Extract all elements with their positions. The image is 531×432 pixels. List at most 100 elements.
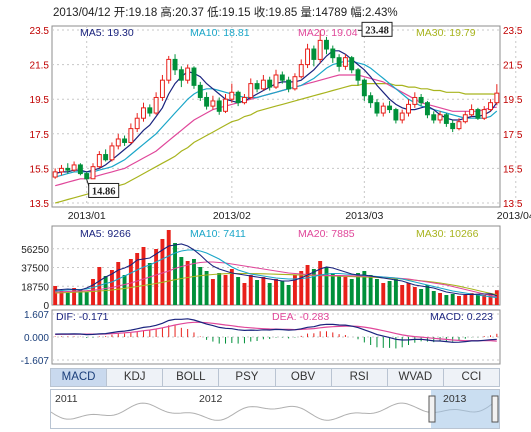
volume-legend-3: MA30: 10266 (416, 228, 479, 240)
volume-legend-1: MA10: 7411 (190, 228, 246, 240)
volume-bar (192, 259, 196, 305)
tab-cci[interactable]: CCI (461, 371, 482, 383)
candle-up (71, 164, 77, 171)
candle-down (424, 102, 430, 116)
price-x-tick: 2013/04 (497, 210, 531, 222)
tab-boll[interactable]: BOLL (163, 369, 220, 386)
volume-bar (343, 277, 348, 305)
price-y-tick-left: 19.5 (30, 95, 50, 106)
candle-up (488, 102, 493, 111)
volume-ma5-line (55, 243, 497, 297)
volume-bar (356, 273, 360, 305)
candle-down (336, 57, 342, 67)
tab-kdj[interactable]: KDJ (107, 369, 164, 386)
volume-bar (217, 273, 222, 305)
volume-bar (412, 287, 417, 305)
candle-down (103, 154, 109, 161)
candle-up (153, 96, 159, 114)
volume-bar (419, 289, 424, 305)
volume-bar (166, 230, 171, 305)
volume-bar (330, 273, 335, 305)
candle-up (412, 96, 418, 105)
macd-y-tick: 1.607 (24, 310, 49, 321)
candle-down (147, 107, 153, 114)
candle-up (305, 48, 311, 66)
volume-bar (261, 277, 266, 305)
candle-up (437, 114, 443, 121)
volume-bar (494, 290, 499, 305)
volume-bar (160, 239, 165, 305)
candle-down (235, 91, 241, 104)
annotation-box (88, 182, 120, 198)
navigator-selection (431, 390, 499, 428)
tab-psy[interactable]: PSY (219, 369, 276, 386)
candle-up (59, 167, 64, 173)
volume-bar (229, 269, 234, 305)
candle-up (260, 79, 266, 90)
volume-bar (425, 285, 430, 305)
volume-bar (179, 257, 184, 305)
price-legend-3: MA30: 19.79 (416, 27, 476, 39)
volume-bar (305, 265, 310, 305)
volume-bar (337, 275, 342, 305)
volume-ma20-line (55, 261, 497, 298)
candle-down (84, 173, 90, 180)
volume-bar (84, 292, 89, 305)
candle-down (172, 58, 178, 71)
candle-down (387, 105, 393, 111)
volume-bar (267, 283, 272, 305)
price-ma30-line (55, 82, 497, 204)
price-legend-0: MA5: 19.30 (80, 27, 134, 39)
candle-down (279, 74, 285, 81)
candle-up (166, 58, 172, 81)
volume-bar (450, 294, 455, 305)
volume-bar (210, 279, 215, 305)
volume-bar (65, 293, 70, 305)
candle-down (178, 69, 184, 81)
candle-down (443, 114, 449, 124)
volume-bar (488, 293, 493, 305)
price-x-tick: 2013/02 (213, 210, 251, 222)
candle-up (481, 109, 487, 119)
candle-up (223, 98, 228, 112)
candle-up (298, 64, 304, 78)
volume-bar (236, 277, 241, 305)
tab-rsi[interactable]: RSI (332, 369, 388, 386)
price-x-tick: 2013/01 (68, 210, 106, 222)
volume-bar (438, 293, 443, 305)
volume-bar (198, 267, 203, 305)
tab-macd[interactable]: MACD (51, 369, 108, 386)
macd-dif-line (55, 318, 497, 343)
tab-obv[interactable]: OBV (276, 369, 332, 386)
volume-bar (141, 247, 146, 305)
candle-down (122, 138, 128, 143)
volume-bar (78, 290, 83, 305)
time-navigator[interactable]: 2011 2012 2013 (50, 389, 500, 429)
candle-down (77, 164, 83, 175)
candle-up (185, 67, 191, 81)
tab-wvad[interactable]: WVAD (388, 369, 444, 386)
volume-bar (457, 296, 461, 305)
candle-up (159, 79, 165, 98)
volume-bar (255, 280, 260, 305)
volume-bar (59, 291, 64, 305)
candle-up (141, 107, 146, 119)
navigator-year-label: 2012 (199, 393, 223, 405)
candle-up (317, 39, 323, 60)
price-y-tick-left: 21.5 (30, 61, 50, 72)
price-y-tick-left: 23.5 (30, 26, 50, 37)
candle-up (462, 114, 468, 123)
volume-bar (204, 271, 209, 305)
volume-legend-0: MA5: 9266 (80, 228, 131, 240)
candle-up (380, 105, 386, 114)
volume-bar (406, 283, 411, 305)
volume-bar (72, 288, 77, 305)
candle-up (90, 166, 96, 180)
price-y-tick-right: 17.5 (503, 130, 523, 141)
volume-bar (311, 269, 316, 305)
price-legend-2: MA20: 19.04 (298, 27, 358, 39)
navigator-sparkline: 2011 2012 2013 (50, 390, 500, 428)
volume-bar (463, 295, 468, 305)
volume-bar (248, 275, 253, 305)
